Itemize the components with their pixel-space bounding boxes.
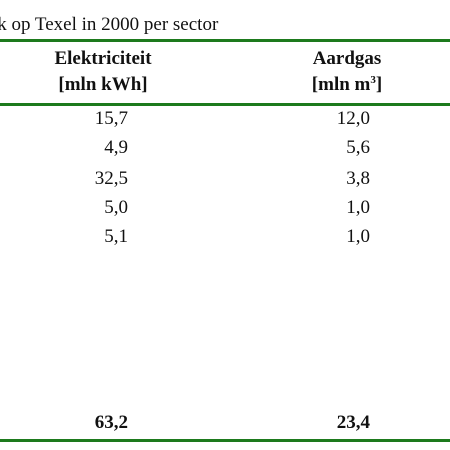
gas-column-unit: [mln m3]: [272, 72, 422, 98]
table-cell-electricity: 5,1: [104, 226, 128, 247]
table-cell-gas: 12,0: [336, 108, 370, 129]
header-rule: [0, 103, 450, 106]
table-caption: ik op Texel in 2000 per sector: [0, 14, 219, 35]
gas-column-header: Aardgas [mln m3]: [272, 46, 422, 98]
table-cell-gas: 1,0: [346, 226, 370, 247]
table-cell-electricity: 15,7: [94, 108, 128, 129]
table-cell-electricity: 32,5: [94, 168, 128, 189]
total-gas: 23,4: [336, 412, 370, 433]
table-cell-electricity: 4,9: [104, 137, 128, 158]
table-cell-gas: 3,8: [346, 168, 370, 189]
table-cell-gas: 1,0: [346, 197, 370, 218]
gas-unit-superscript: 3: [370, 74, 376, 86]
electricity-column-title: Elektriciteit: [54, 48, 152, 69]
electricity-column-unit: [mln kWh]: [58, 74, 148, 95]
table-cell-gas: 5,6: [346, 137, 370, 158]
gas-column-title: Aardgas: [312, 48, 382, 69]
table-cell-electricity: 5,0: [104, 197, 128, 218]
top-rule: [0, 39, 450, 42]
electricity-column-header: Elektriciteit [mln kWh]: [28, 46, 178, 98]
gas-unit-prefix: [mln m: [311, 74, 371, 95]
bottom-rule: [0, 439, 450, 442]
total-electricity: 63,2: [94, 412, 128, 433]
gas-unit-suffix: ]: [375, 74, 383, 95]
